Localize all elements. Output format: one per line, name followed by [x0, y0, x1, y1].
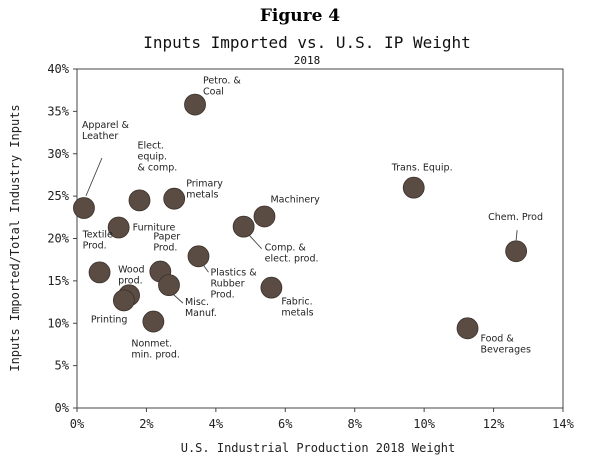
y-tick-label: 40%: [47, 62, 69, 76]
y-tick-label: 5%: [55, 359, 70, 373]
point-label: Nonmet. min. prod.: [131, 339, 180, 361]
data-point: [402, 176, 425, 199]
data-point: [187, 245, 210, 268]
point-label: Plastics & Rubber Prod.: [211, 267, 258, 300]
data-point: [253, 205, 276, 228]
y-tick-label: 15%: [47, 274, 69, 288]
point-label: Comp. & elect. prod.: [265, 243, 319, 265]
point-label: Apparel & Leather: [82, 120, 130, 142]
data-point: [505, 240, 528, 263]
data-point: [142, 310, 165, 333]
point-label: Paper Prod.: [153, 232, 180, 254]
point-label: Textile Prod.: [82, 229, 113, 251]
plot-area: 0% 2% 4% 6% 8% 10% 12% 14% 0% 5% 10% 15% 20% 25% 30% 35…: [47, 62, 574, 431]
x-tick-label: 14%: [552, 417, 574, 431]
data-point: [128, 189, 151, 212]
point-label: Food & Beverages: [481, 333, 531, 355]
x-tick-label: 6%: [278, 417, 293, 431]
point-label: Trans. Equip.: [391, 163, 453, 174]
leader-line: [515, 230, 518, 241]
leader-line: [172, 293, 184, 304]
leader-line: [249, 235, 262, 249]
point-label: Misc. Manuf.: [185, 297, 217, 319]
y-tick-label: 35%: [47, 104, 69, 118]
x-tick-label: 0%: [70, 417, 85, 431]
point-label: Wood prod.: [118, 264, 145, 286]
y-tick-label: 25%: [47, 189, 69, 203]
leader-line: [203, 265, 209, 273]
point-label: Printing: [91, 314, 128, 325]
chart-title: Inputs Imported vs. U.S. IP Weight: [143, 33, 471, 52]
point-label: Furniture: [133, 222, 176, 233]
data-point: [456, 317, 479, 340]
point-label: Petro. & Coal: [203, 76, 241, 98]
data-point: [260, 276, 283, 299]
y-axis-label: Inputs Imported/Total Industry Inputs: [8, 104, 22, 371]
data-point: [112, 289, 135, 312]
x-tick-label: 10%: [413, 417, 435, 431]
data-point: [107, 216, 130, 239]
y-tick-label: 20%: [47, 232, 69, 246]
data-point: [163, 187, 186, 210]
point-label: Elect. equip. & comp.: [137, 140, 177, 173]
point-label: Fabric. metals: [281, 297, 313, 319]
x-tick-label: 8%: [347, 417, 362, 431]
x-tick-label: 12%: [483, 417, 505, 431]
data-point: [232, 215, 255, 238]
y-tick-label: 0%: [55, 401, 70, 415]
point-label: Machinery: [270, 194, 320, 205]
point-label: Primary metals: [186, 179, 223, 201]
point-label: Chem. Prod: [488, 212, 543, 223]
x-tick-label: 2%: [139, 417, 154, 431]
x-axis-label: U.S. Industrial Production 2018 Weight: [181, 441, 456, 455]
leader-line: [85, 157, 103, 197]
x-tick-label: 4%: [209, 417, 224, 431]
data-point: [88, 261, 111, 284]
figure-label: Figure 4: [260, 6, 340, 26]
chart-subtitle: 2018: [294, 54, 321, 67]
y-tick-label: 10%: [47, 316, 69, 330]
data-point: [158, 274, 180, 297]
y-tick-label: 30%: [47, 147, 69, 161]
data-point: [184, 93, 206, 116]
data-point: [73, 197, 95, 219]
